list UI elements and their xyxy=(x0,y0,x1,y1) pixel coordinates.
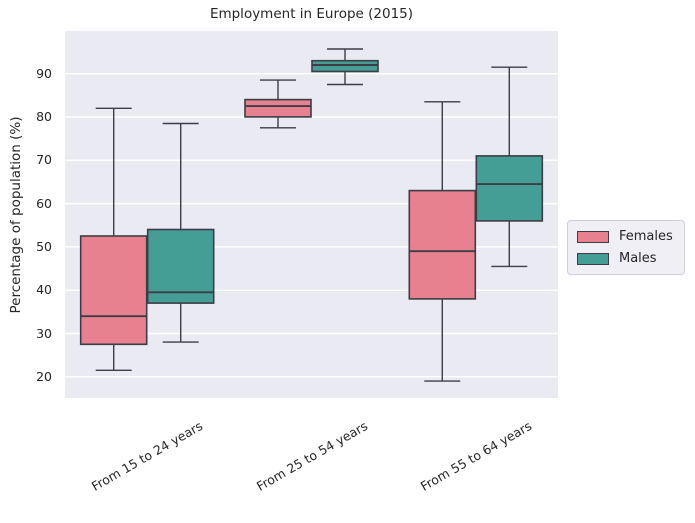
box-females-2 xyxy=(408,189,477,300)
y-tick-label: 40 xyxy=(36,282,52,298)
y-tick-label: 30 xyxy=(36,325,52,341)
y-tick-label: 70 xyxy=(36,152,52,168)
legend-swatch-icon xyxy=(577,252,609,265)
y-tick-label: 90 xyxy=(36,65,52,81)
y-axis-tick-labels: 20 30 40 50 60 70 80 90 xyxy=(0,31,52,398)
legend-swatch-icon xyxy=(577,230,609,243)
legend-entry-females: Females xyxy=(577,227,673,246)
x-tick-label: From 55 to 64 years xyxy=(417,418,534,494)
y-tick-label: 80 xyxy=(36,109,52,124)
plot-area xyxy=(65,31,558,398)
x-tick-label: From 25 to 54 years xyxy=(253,418,370,494)
box-males-2 xyxy=(475,155,544,222)
box-females-0 xyxy=(79,235,148,346)
x-tick-label: From 15 to 24 years xyxy=(89,418,206,494)
y-tick-label: 60 xyxy=(36,195,52,211)
legend-label: Males xyxy=(619,251,657,266)
box-males-1 xyxy=(311,59,379,73)
legend-label: Females xyxy=(619,229,673,244)
box-males-0 xyxy=(146,228,215,304)
box-females-1 xyxy=(244,98,312,118)
y-tick-label: 20 xyxy=(36,368,52,384)
chart-title: Employment in Europe (2015) xyxy=(209,6,414,22)
legend-entry-males: Males xyxy=(577,249,673,268)
y-tick-label: 50 xyxy=(36,238,52,254)
plot-svg xyxy=(65,48,558,382)
legend: Females Males xyxy=(567,220,685,275)
